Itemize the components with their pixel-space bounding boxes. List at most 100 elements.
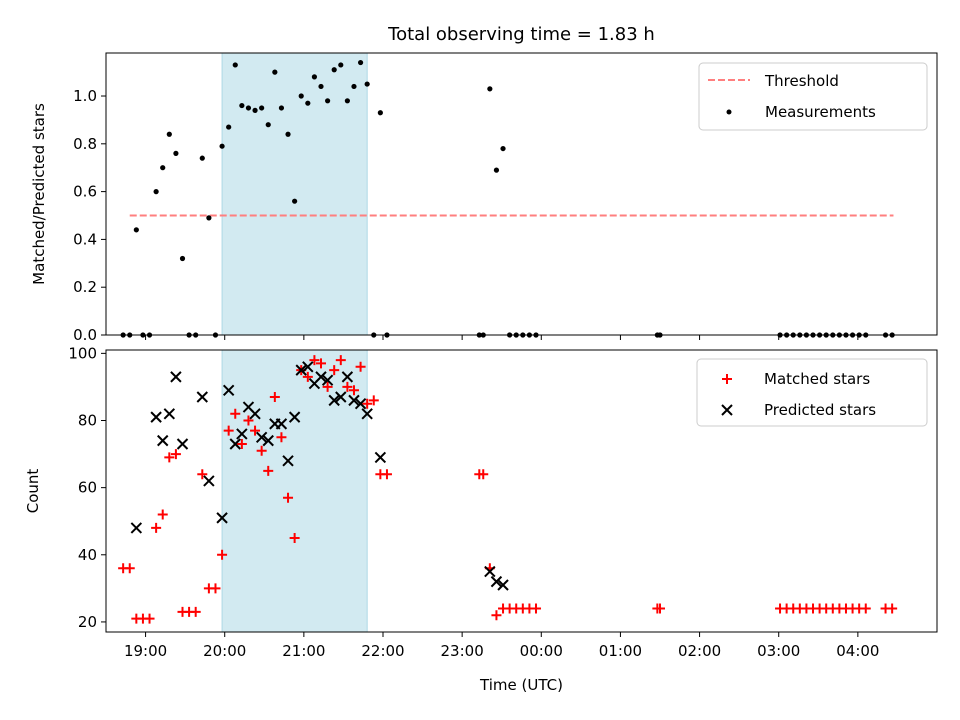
- matched-star-point: [309, 355, 320, 366]
- x-tick-label: 23:00: [441, 642, 484, 660]
- matched-star-point: [170, 449, 181, 460]
- matched-star-point: [164, 452, 175, 463]
- top-y-tick-label: 1.0: [73, 87, 97, 105]
- legend-threshold-label: Threshold: [764, 72, 839, 90]
- measurement-point: [199, 155, 205, 161]
- legend-predicted-swatch: [721, 404, 733, 416]
- predicted-star-point: [262, 434, 274, 447]
- x-tick-label: 20:00: [203, 642, 246, 660]
- matched-star-point: [329, 365, 340, 376]
- top-y-tick-label: 0.8: [73, 135, 97, 153]
- bottom-panel-frame: [105, 349, 938, 633]
- bottom-y-axis-label: Count: [24, 469, 42, 514]
- chart-title: Total observing time = 1.83 h: [387, 24, 655, 45]
- predicted-star-point: [176, 438, 189, 450]
- measurement-point: [219, 143, 225, 149]
- predicted-star-point: [321, 374, 334, 386]
- measurement-point: [259, 105, 265, 111]
- measurement-point: [285, 131, 291, 137]
- measurement-point: [305, 100, 311, 106]
- measurement-point: [265, 122, 271, 128]
- x-tick-label: 19:00: [124, 642, 167, 660]
- predicted-star-point: [497, 579, 509, 591]
- bottom-y-tick-label: 80: [78, 412, 97, 430]
- top-y-axis-label: Matched/Predicted stars: [30, 103, 48, 285]
- matched-star-point: [342, 381, 353, 392]
- measurement-point: [272, 69, 278, 75]
- matched-star-point: [230, 408, 241, 419]
- predicted-star-point: [203, 475, 215, 487]
- predicted-star-point: [163, 408, 176, 420]
- predicted-star-point: [236, 428, 248, 440]
- bottom-y-tick-label: 100: [68, 344, 97, 362]
- predicted-star-point: [170, 371, 182, 383]
- matched-star-point: [289, 533, 300, 543]
- matched-star-point: [124, 563, 135, 574]
- x-tick-label: 03:00: [757, 642, 800, 660]
- predicted-star-point: [328, 394, 340, 407]
- top-panel-frame: [105, 52, 938, 336]
- predicted-star-point: [222, 384, 235, 396]
- measurement-point: [318, 83, 324, 90]
- measurement-point: [252, 107, 258, 113]
- matched-star-point: [491, 610, 502, 621]
- matched-star-point: [322, 381, 333, 392]
- matched-star-point: [887, 603, 898, 614]
- matched-star-point: [250, 425, 261, 436]
- matched-star-point: [655, 603, 665, 614]
- predicted-star-point: [255, 431, 268, 443]
- matched-star-point: [316, 358, 327, 369]
- matched-star-point: [362, 398, 373, 409]
- matched-star-point: [381, 469, 392, 480]
- predicted-star-point: [302, 361, 314, 373]
- matched-star-point: [860, 603, 871, 614]
- predicted-star-point: [150, 411, 162, 423]
- predicted-star-point: [130, 522, 143, 534]
- measurement-point: [344, 98, 350, 104]
- x-tick-label: 00:00: [520, 642, 563, 660]
- x-axis-label: Time (UTC): [479, 676, 563, 694]
- matched-star-point: [217, 549, 228, 560]
- measurement-point: [226, 124, 232, 130]
- matched-star-point: [269, 392, 280, 402]
- legend-matched-label: Matched stars: [764, 370, 870, 388]
- top-y-tick-label: 0.2: [73, 278, 97, 296]
- measurement-point: [160, 165, 166, 171]
- top-legend-box: [698, 62, 928, 131]
- predicted-star-point: [196, 391, 208, 403]
- predicted-star-point: [157, 434, 169, 447]
- legend-measurements-label: Measurements: [765, 103, 876, 121]
- matched-star-point: [190, 606, 201, 617]
- measurement-point: [173, 150, 179, 156]
- measurement-point: [245, 105, 252, 111]
- measurement-point: [133, 227, 139, 233]
- matched-star-point: [223, 425, 234, 436]
- matched-star-point: [531, 603, 542, 614]
- predicted-star-point: [374, 451, 387, 464]
- bottom-y-tick-label: 20: [78, 613, 97, 631]
- measurement-point: [298, 93, 304, 99]
- measurement-point: [153, 189, 159, 195]
- predicted-star-point: [484, 565, 496, 578]
- matched-star-point: [355, 361, 366, 372]
- bottom-y-tick-label: 60: [78, 479, 97, 497]
- measurement-point: [487, 86, 493, 92]
- measurement-point: [232, 62, 238, 68]
- predicted-star-point: [354, 398, 367, 410]
- matched-star-point: [157, 509, 168, 520]
- measurement-point: [331, 67, 337, 73]
- top-panel: 0.0 0.2 0.4 0.6 0.8 1.0 Total observing time …: [30, 24, 938, 344]
- measurement-point: [278, 105, 285, 111]
- measurement-point: [364, 81, 370, 87]
- x-tick-label: 04:00: [836, 642, 879, 660]
- top-y-tick-label: 0.6: [73, 183, 97, 201]
- legend-matched-marker: [722, 374, 732, 384]
- measurement-point: [311, 74, 318, 80]
- measurement-point: [500, 145, 506, 152]
- measurement-point: [493, 167, 500, 173]
- matched-star-point: [144, 613, 155, 624]
- measurement-point: [206, 215, 212, 221]
- predicted-star-point: [295, 364, 307, 376]
- bottom-panel: 19:00 20:00 21:00 22:00 23:00 00:00 01:00 02:00…: [24, 344, 938, 694]
